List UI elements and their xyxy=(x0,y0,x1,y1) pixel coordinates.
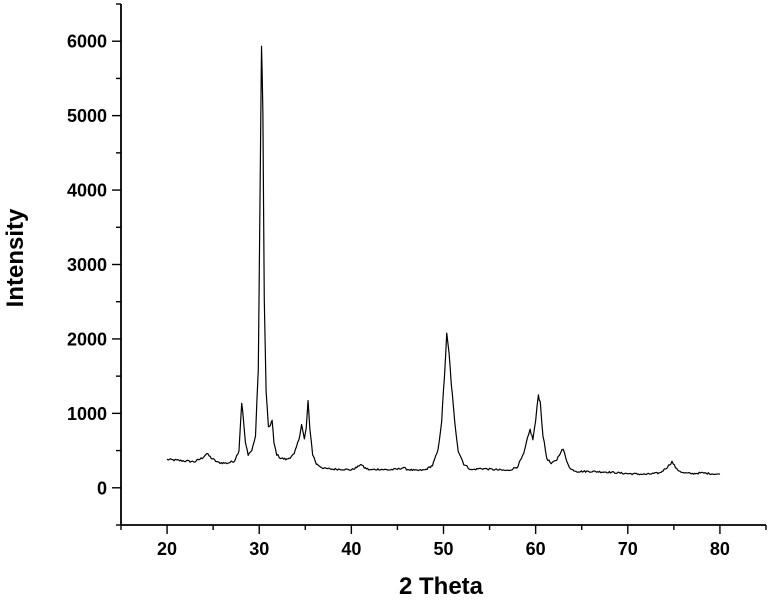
y-tick-label: 3000 xyxy=(67,255,107,275)
plot-area xyxy=(166,45,721,476)
x-tick-label: 40 xyxy=(341,539,361,559)
x-tick-label: 70 xyxy=(618,539,638,559)
y-tick-label: 2000 xyxy=(67,329,107,349)
x-tick-label: 80 xyxy=(710,539,730,559)
y-tick-label: 4000 xyxy=(67,181,107,201)
axes xyxy=(120,4,766,526)
x-tick-label: 20 xyxy=(157,539,177,559)
x-tick-label: 30 xyxy=(249,539,269,559)
y-tick-label: 6000 xyxy=(67,32,107,52)
y-tick-label: 5000 xyxy=(67,106,107,126)
ticks xyxy=(112,3,767,534)
x-axis-title: 2 Theta xyxy=(399,573,484,600)
series-line xyxy=(166,45,721,476)
x-tick-label: 60 xyxy=(526,539,546,559)
y-tick-label: 0 xyxy=(97,478,107,498)
x-tick-label: 50 xyxy=(433,539,453,559)
y-tick-label: 1000 xyxy=(67,404,107,424)
tick-labels: 20 30 40 50 60 70 80 0 1000 2000 3000 4000 5000 6000 xyxy=(67,32,730,559)
y-axis-title: Intensity xyxy=(2,208,29,307)
